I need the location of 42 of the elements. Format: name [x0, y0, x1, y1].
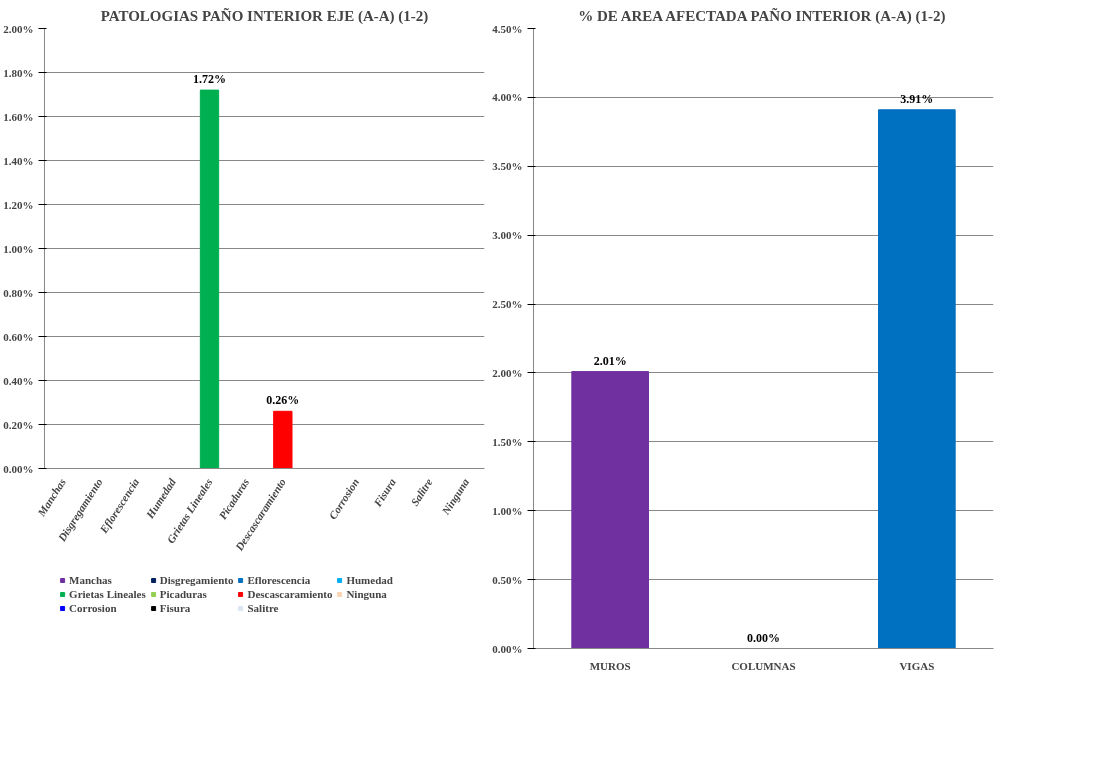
y-tick-label: 1.60% [3, 110, 34, 123]
legend-label: Eflorescencia [247, 574, 311, 586]
y-tick-label: 0.00% [3, 462, 34, 475]
y-tick-label: 4.00% [492, 91, 523, 104]
data-label: 0.00% [747, 630, 780, 645]
x-tick-label: VIGAS [899, 659, 935, 672]
chart-title: % DE AREA AFECTADA PAÑO INTERIOR (A-A) (1-2) [578, 6, 946, 25]
chart-title: PATOLOGIAS PAÑO INTERIOR EJE (A-A) (1-2) [100, 6, 429, 25]
y-tick-label: 1.00% [3, 242, 34, 255]
legend-label: Salitre [247, 602, 279, 614]
data-label: 1.72% [193, 72, 226, 87]
data-label: 2.01% [593, 353, 627, 368]
y-tick-label: 3.50% [492, 160, 523, 173]
y-tick-label: 4.50% [492, 22, 523, 35]
legend-label: Disgregamiento [159, 574, 234, 586]
legend-label: Ninguna [346, 588, 387, 600]
y-tick-label: 2.00% [492, 366, 523, 379]
y-tick-label: 2.00% [3, 22, 34, 35]
y-tick-label: 2.50% [492, 298, 523, 311]
legend-label: Picaduras [159, 588, 207, 600]
y-tick-label: 0.20% [3, 418, 34, 431]
y-tick-label: 1.00% [492, 504, 523, 517]
legend-label: Humedad [346, 574, 393, 586]
y-tick-label: 0.40% [3, 374, 34, 387]
y-tick-label: 0.00% [492, 642, 523, 655]
legend-label: Corrosion [69, 602, 117, 614]
y-tick-label: 0.80% [3, 286, 34, 299]
y-tick-label: 1.50% [492, 435, 523, 448]
y-tick-label: 1.20% [3, 198, 34, 211]
data-label: 0.26% [266, 393, 300, 408]
legend-label: Descascaramiento [247, 588, 333, 600]
y-tick-label: 1.80% [3, 66, 34, 79]
data-label: 3.91% [900, 91, 934, 106]
x-tick-label: COLUMNAS [731, 659, 796, 672]
x-tick-label: MUROS [589, 659, 631, 672]
y-tick-label: 3.00% [492, 229, 523, 242]
y-tick-label: 1.40% [3, 154, 34, 167]
legend-label: Manchas [69, 574, 112, 586]
legend-label: Grietas Lineales [69, 588, 146, 600]
y-tick-label: 0.50% [492, 573, 523, 586]
y-tick-label: 0.60% [3, 330, 34, 343]
legend-label: Fisura [159, 602, 191, 614]
